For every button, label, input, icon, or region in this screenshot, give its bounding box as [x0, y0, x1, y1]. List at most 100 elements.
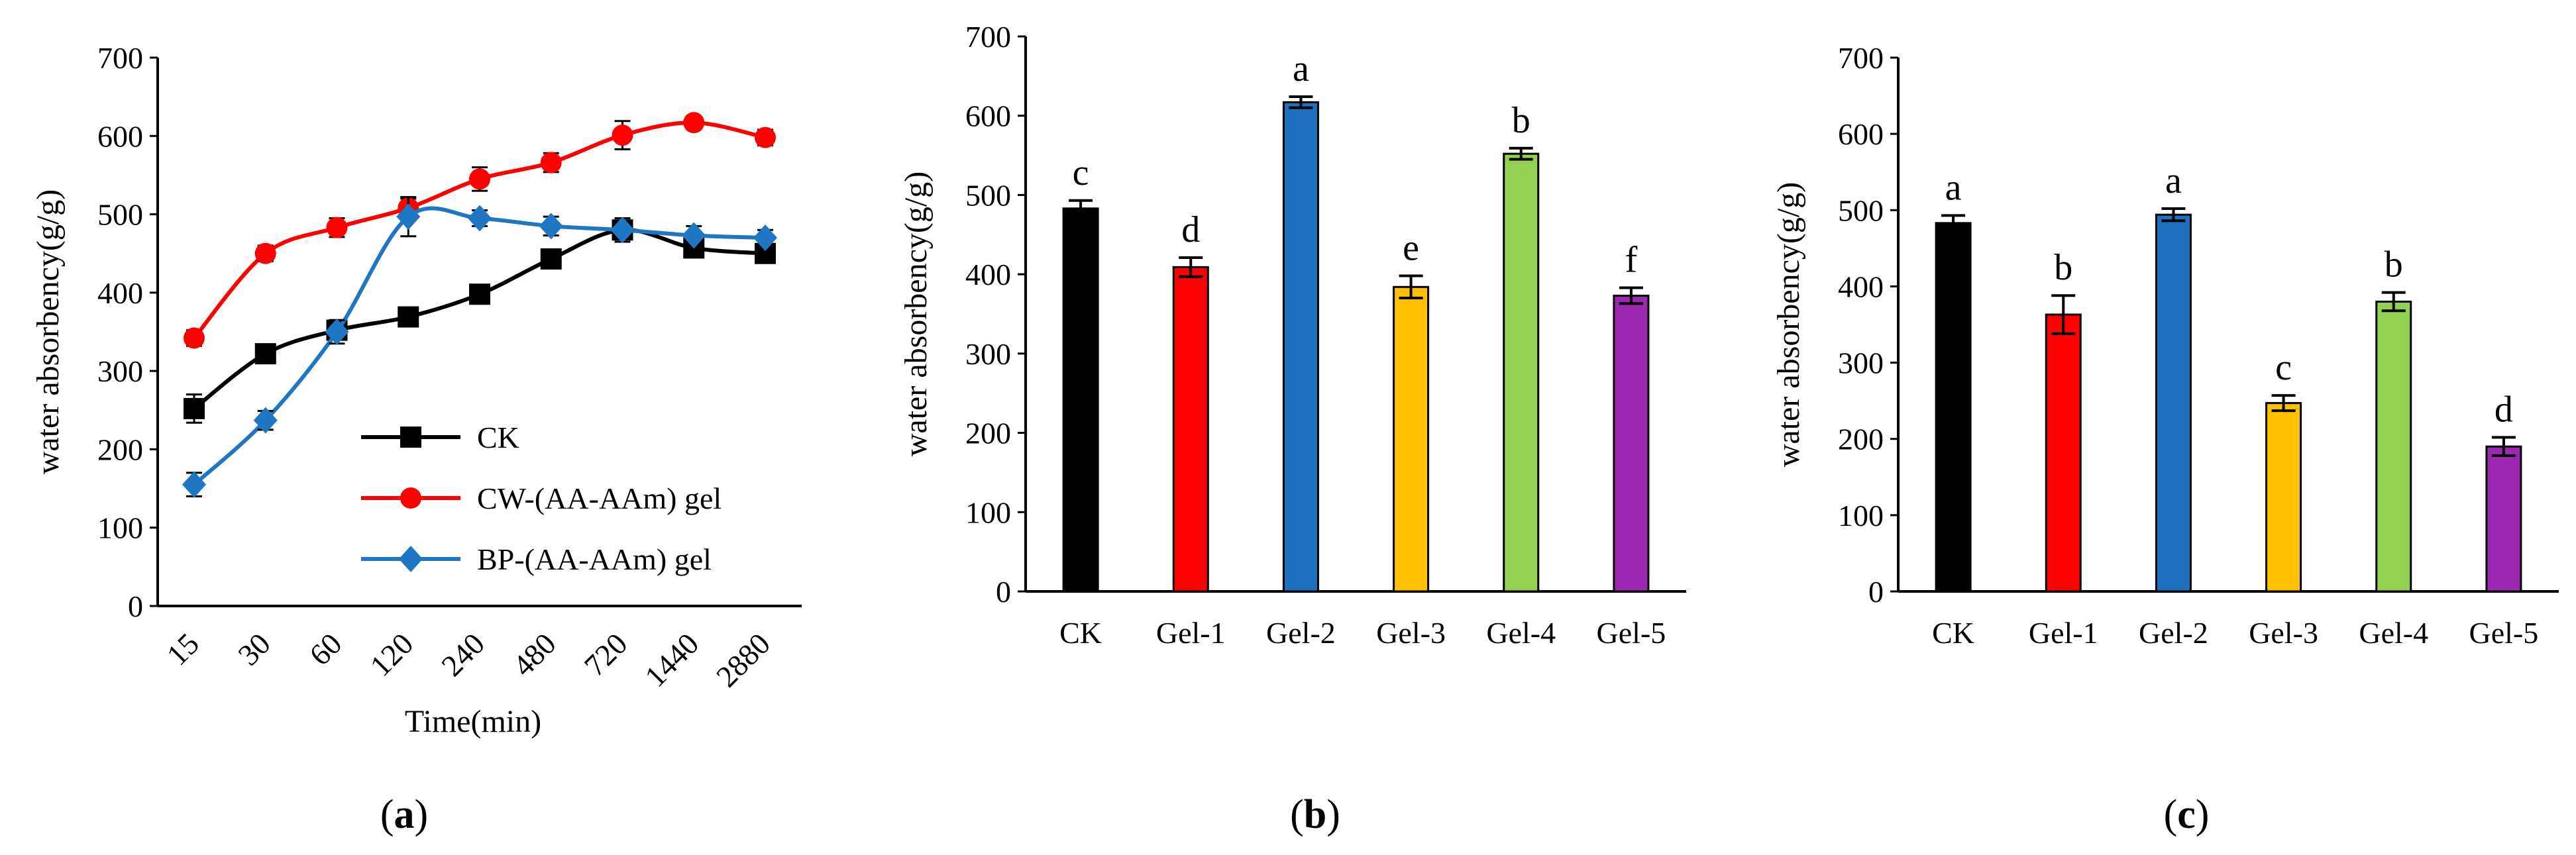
y-tick-label: 200 [965, 417, 1011, 450]
significance-letter: a [1293, 48, 1309, 89]
legend-marker [400, 427, 421, 448]
series-2 [182, 196, 777, 498]
y-axis-title: water absorbency(g/g) [30, 189, 66, 474]
x-tick-label: Gel-2 [2139, 616, 2208, 650]
data-point [539, 213, 563, 240]
caption-part: a [394, 792, 415, 837]
x-tick-label: 120 [363, 627, 419, 683]
y-tick-label: 400 [1838, 270, 1884, 303]
legend-entry: CW-(AA-AAm) gel [361, 481, 722, 515]
caption-part: ) [415, 792, 429, 837]
x-axis-title: Time(min) [405, 704, 541, 739]
caption-part: ) [2196, 792, 2210, 837]
data-point [325, 319, 349, 345]
data-point [612, 125, 633, 146]
x-tick-label: Gel-3 [2249, 616, 2318, 650]
bar [1393, 285, 1430, 593]
data-point [540, 152, 562, 174]
data-point [469, 283, 490, 305]
y-tick-label: 100 [965, 495, 1011, 529]
bar [2265, 402, 2302, 593]
x-tick-label: 1440 [638, 627, 705, 693]
data-point [254, 242, 276, 264]
caption-part: ) [1326, 792, 1340, 837]
significance-letter: a [1945, 167, 1962, 208]
y-tick-label: 300 [1838, 346, 1884, 380]
legend-label: CW-(AA-AAm) gel [477, 481, 722, 515]
x-tick-label: Gel-3 [1376, 616, 1446, 650]
y-tick-label: 400 [965, 258, 1011, 291]
significance-letter: b [1512, 100, 1530, 141]
y-tick-label: 300 [965, 337, 1011, 371]
data-point [755, 126, 776, 148]
significance-letter: b [2054, 247, 2072, 288]
data-point [182, 471, 206, 498]
x-tick-label: CK [1932, 616, 1974, 650]
bar [2045, 313, 2082, 593]
significance-letter: d [2495, 389, 2513, 430]
x-tick-label: Gel-4 [2359, 616, 2428, 650]
legend-label: CK [477, 421, 519, 454]
legend-marker [400, 487, 421, 509]
y-tick-label: 100 [97, 511, 143, 545]
y-tick-label: 200 [1838, 423, 1884, 456]
bar [2375, 300, 2412, 593]
y-tick-label: 500 [965, 178, 1011, 212]
x-tick-label: CK [1059, 616, 1102, 650]
data-point [683, 112, 705, 134]
y-tick-label: 100 [1838, 499, 1884, 532]
bar [1062, 207, 1099, 593]
panel-caption: (a) [380, 792, 428, 837]
x-tick-label: Gel-2 [1266, 616, 1336, 650]
data-point [753, 225, 777, 252]
data-point [396, 203, 421, 230]
y-tick-label: 500 [97, 198, 143, 232]
significance-letter: d [1181, 209, 1200, 250]
caption-part: c [2177, 792, 2196, 837]
x-tick-label: 2880 [710, 627, 777, 693]
legend: CK CW-(AA-AAm) gel BP-(AA-AAm) gel [361, 421, 722, 576]
bar [2155, 213, 2192, 593]
caption-part: ( [1290, 792, 1304, 837]
y-tick-label: 700 [97, 41, 143, 75]
data-point [254, 343, 276, 365]
panel-caption: (b) [1290, 792, 1340, 837]
y-tick-label: 600 [1838, 117, 1884, 151]
y-tick-label: 0 [128, 589, 143, 623]
panel-a: 0 100 200 300 400 500 600 700 water absorbency(g… [30, 41, 802, 837]
y-axis-title: water absorbency(g/g) [898, 172, 934, 456]
y-tick-label: 700 [965, 20, 1011, 54]
bar [1613, 294, 1650, 593]
x-tick-label: 720 [578, 627, 634, 683]
data-point [326, 217, 348, 238]
bar [1282, 101, 1319, 593]
caption-part: ( [2164, 792, 2178, 837]
legend-marker [399, 546, 423, 572]
x-tick-label: 30 [231, 627, 277, 672]
data-point [469, 168, 490, 190]
data-point [184, 397, 205, 419]
y-tick-label: 300 [97, 354, 143, 388]
legend-entry: BP-(AA-AAm) gel [361, 542, 712, 576]
y-axis-title: water absorbency(g/g) [1771, 182, 1806, 467]
x-tick-label: 15 [160, 627, 205, 672]
series-line [192, 206, 766, 486]
bar [1935, 222, 1972, 593]
legend-label: BP-(AA-AAm) gel [477, 542, 712, 576]
significance-letter: b [2385, 244, 2403, 285]
x-tick-label: Gel-5 [2469, 616, 2539, 650]
y-tick-label: 0 [996, 575, 1011, 609]
y-tick-label: 500 [1838, 193, 1884, 227]
y-tick-label: 700 [1838, 41, 1884, 75]
panel-caption: (c) [2164, 792, 2210, 837]
data-point [184, 327, 205, 349]
data-point [468, 205, 492, 232]
bar [2485, 445, 2522, 593]
caption-part: b [1304, 792, 1326, 837]
x-tick-label: Gel-5 [1597, 616, 1666, 650]
x-tick-label: 60 [303, 627, 349, 672]
panel-c: 0 100 200 300 400 500 600 700 water absorbency(g… [1771, 41, 2559, 837]
x-tick-label: Gel-1 [2029, 616, 2098, 650]
